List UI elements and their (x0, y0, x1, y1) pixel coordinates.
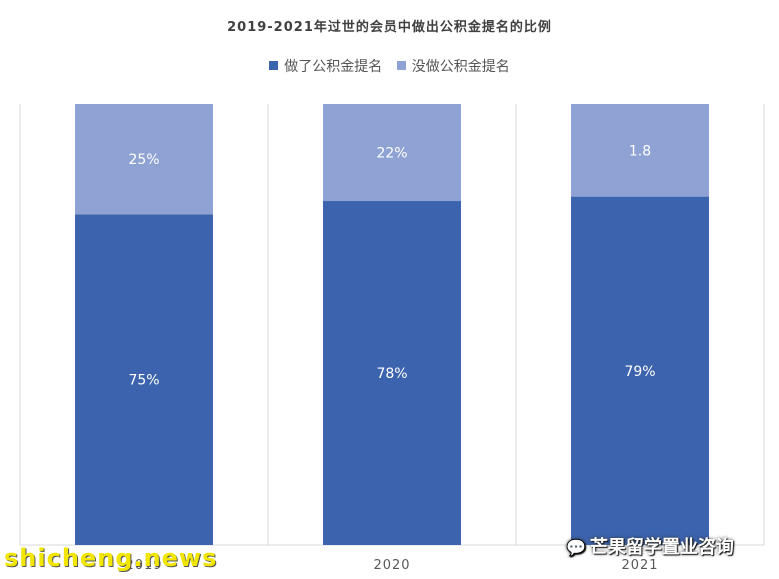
chart-title: 2019-2021年过世的会员中做出公积金提名的比例 (227, 20, 552, 35)
bar-2021-series-0 (571, 196, 709, 546)
data-label-2020-series-1: 22% (376, 146, 407, 162)
data-label-2020-series-0: 78% (376, 366, 407, 382)
data-label-2019-series-1: 25% (128, 152, 159, 168)
legend-swatch-not-nominated (396, 61, 406, 70)
wechat-icon: 💬 (566, 538, 586, 557)
bar-2020-series-1 (323, 104, 461, 202)
bar-2021-series-1 (571, 104, 709, 197)
data-label-2021-series-1: 1.8 (629, 143, 651, 159)
bar-2020-series-0 (323, 201, 461, 545)
data-label-2021-series-0: 79% (624, 364, 655, 380)
x-tick-label-2020: 2020 (373, 558, 410, 573)
bar-2019-series-1 (75, 104, 213, 215)
legend-label-nominated: 做了公积金提名 (284, 59, 383, 75)
watermark-left: shicheng.news (4, 544, 218, 572)
legend: 做了公积金提名 没做公积金提名 (0, 56, 779, 76)
legend-item-nominated: 做了公积金提名 (269, 56, 382, 76)
x-tick-label-2019: 2019 (125, 558, 162, 573)
x-tick-label-2021: 2021 (621, 558, 658, 573)
legend-swatch-nominated (269, 61, 279, 70)
legend-label-not-nominated: 没做公积金提名 (411, 59, 510, 75)
watermark-right-text: 芒果留学置业咨询 (589, 537, 734, 558)
legend-item-not-nominated: 没做公积金提名 (396, 56, 510, 76)
data-label-2019-series-0: 75% (128, 373, 159, 389)
bar-2019-series-0 (75, 214, 213, 545)
watermark-right: 💬 芒果留学置业咨询 (566, 533, 734, 559)
